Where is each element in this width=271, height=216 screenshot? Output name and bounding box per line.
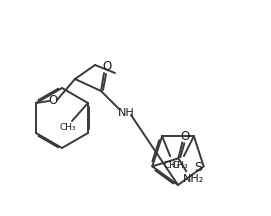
Text: O: O (181, 130, 190, 143)
Text: NH: NH (118, 108, 134, 118)
Text: NH₂: NH₂ (183, 174, 204, 184)
Text: S: S (194, 161, 202, 174)
Text: O: O (102, 60, 112, 73)
Text: CH₃: CH₃ (172, 161, 188, 170)
Text: CH₃: CH₃ (60, 124, 76, 132)
Text: CH₃: CH₃ (164, 161, 180, 170)
Text: O: O (49, 95, 58, 108)
